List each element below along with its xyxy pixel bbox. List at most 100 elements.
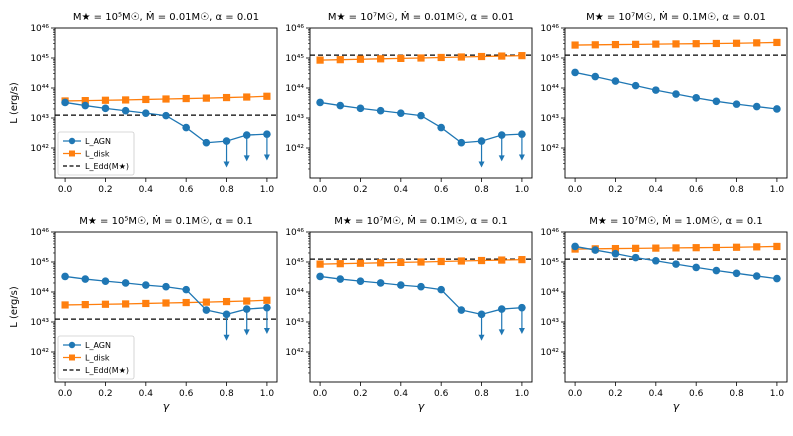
legend-box (57, 131, 135, 176)
x-tick-label: 0.2 (98, 185, 112, 195)
x-tick-label: 0.4 (139, 185, 154, 195)
disk-marker (732, 243, 741, 251)
y-tick-label: 10⁴³ (30, 114, 49, 124)
agn-marker (397, 281, 405, 289)
y-tick-label: 10⁴³ (285, 114, 304, 124)
disk-marker (632, 40, 640, 48)
disk-marker (162, 95, 170, 103)
agn-marker (182, 285, 190, 294)
agn-marker (571, 242, 579, 251)
x-tick-label: 0.8 (729, 389, 744, 399)
disk-marker (773, 242, 781, 251)
x-tick-label: 0.8 (219, 389, 234, 399)
legend-disk-marker (69, 150, 75, 157)
y-tick-label: 10⁴⁴ (540, 288, 559, 298)
x-tick-label: 0.4 (394, 389, 409, 399)
disk-marker (652, 244, 660, 252)
x-tick-label: 0.8 (219, 185, 234, 195)
agn-marker (101, 277, 110, 285)
agn-marker (121, 279, 130, 287)
upper-limit-arrow (498, 155, 505, 162)
disk-marker (457, 53, 465, 61)
agn-marker (316, 98, 324, 107)
x-tick-label: 0.0 (313, 389, 328, 399)
x-tick-label: 0.0 (313, 185, 328, 195)
agn-marker (202, 306, 211, 314)
agn-marker (672, 260, 680, 268)
disk-marker (652, 40, 660, 48)
y-tick-label: 10⁴⁶ (540, 24, 559, 34)
agn-marker (162, 282, 170, 291)
legend-disk-label: L_disk (85, 354, 110, 363)
y-tick-label: 10⁴⁶ (540, 228, 559, 238)
agn-marker (61, 272, 69, 281)
disk-marker (417, 54, 425, 62)
x-tick-label: 1.0 (260, 185, 275, 195)
disk-marker (611, 40, 620, 49)
agn-marker (611, 249, 620, 258)
legend: L_AGN L_disk L_Edd(M★) (57, 335, 135, 380)
y-tick-label: 10⁴² (30, 144, 49, 154)
disk-marker (692, 244, 700, 252)
upper-limit-arrow (478, 161, 485, 168)
legend-box (57, 335, 135, 380)
y-tick-label: 10⁴⁴ (30, 84, 49, 94)
agn-marker (142, 281, 150, 289)
legend-agn-marker (68, 341, 76, 349)
agn-marker (356, 104, 365, 113)
disk-marker (122, 300, 130, 308)
disk-marker (263, 92, 271, 100)
agn-line (319, 101, 522, 144)
axes-frame (564, 231, 788, 383)
disk-marker (437, 257, 445, 266)
agn-marker (162, 111, 170, 120)
disk-marker (316, 56, 324, 64)
disk-marker (712, 243, 720, 252)
upper-limit-arrow (223, 334, 230, 341)
y-tick-label: 10⁴⁵ (285, 54, 304, 64)
x-tick-label: 0.8 (474, 185, 489, 195)
legend-agn-label: L_AGN (85, 341, 111, 350)
disk-marker (417, 258, 425, 266)
disk-marker (142, 299, 150, 308)
panel-title: M★ = 10⁷M☉, Ṁ = 1.0M☉, α = 0.1 (589, 214, 762, 227)
panel-title: M★ = 10⁵M☉, Ṁ = 0.01M☉, α = 0.01 (73, 10, 259, 23)
y-tick-label: 10⁴³ (285, 318, 304, 328)
panel-title: M★ = 10⁷M☉, Ṁ = 0.01M☉, α = 0.01 (328, 10, 514, 23)
agn-marker (652, 256, 660, 265)
agn-marker (336, 275, 345, 283)
upper-limit-arrow (243, 329, 250, 336)
disk-marker (356, 55, 365, 63)
disk-marker (202, 94, 210, 102)
agn-marker (182, 123, 190, 132)
disk-marker (732, 39, 741, 47)
agn-marker (457, 138, 466, 147)
agn-marker (732, 100, 741, 108)
disk-marker (712, 39, 720, 48)
x-tick-label: 0.2 (353, 389, 367, 399)
axes-frame (564, 27, 788, 179)
disk-marker (263, 296, 271, 304)
y-tick-label: 10⁴⁵ (30, 54, 49, 64)
agn-marker (397, 109, 405, 117)
x-tick-label: 0.0 (58, 185, 73, 195)
x-tick-label: 0.0 (568, 185, 583, 195)
agn-marker (121, 106, 130, 115)
y-tick-label: 10⁴³ (540, 318, 559, 328)
y-tick-label: 10⁴⁶ (285, 24, 304, 34)
upper-limit-arrow (263, 154, 270, 161)
y-tick-label: 10⁴² (285, 144, 304, 154)
disk-marker (182, 298, 190, 307)
disk-marker (202, 298, 210, 306)
agn-marker (712, 266, 721, 275)
panel-title: M★ = 10⁷M☉, Ṁ = 0.1M☉, α = 0.01 (586, 10, 766, 23)
upper-limit-arrow (518, 328, 525, 335)
disk-marker (498, 52, 506, 60)
disk-marker (101, 96, 110, 104)
agn-marker (773, 105, 781, 113)
x-tick-label: 0.4 (394, 185, 409, 195)
x-tick-label: 1.0 (770, 389, 785, 399)
disk-marker (122, 96, 130, 104)
agn-marker (773, 274, 781, 283)
x-tick-label: 0.6 (689, 185, 704, 195)
